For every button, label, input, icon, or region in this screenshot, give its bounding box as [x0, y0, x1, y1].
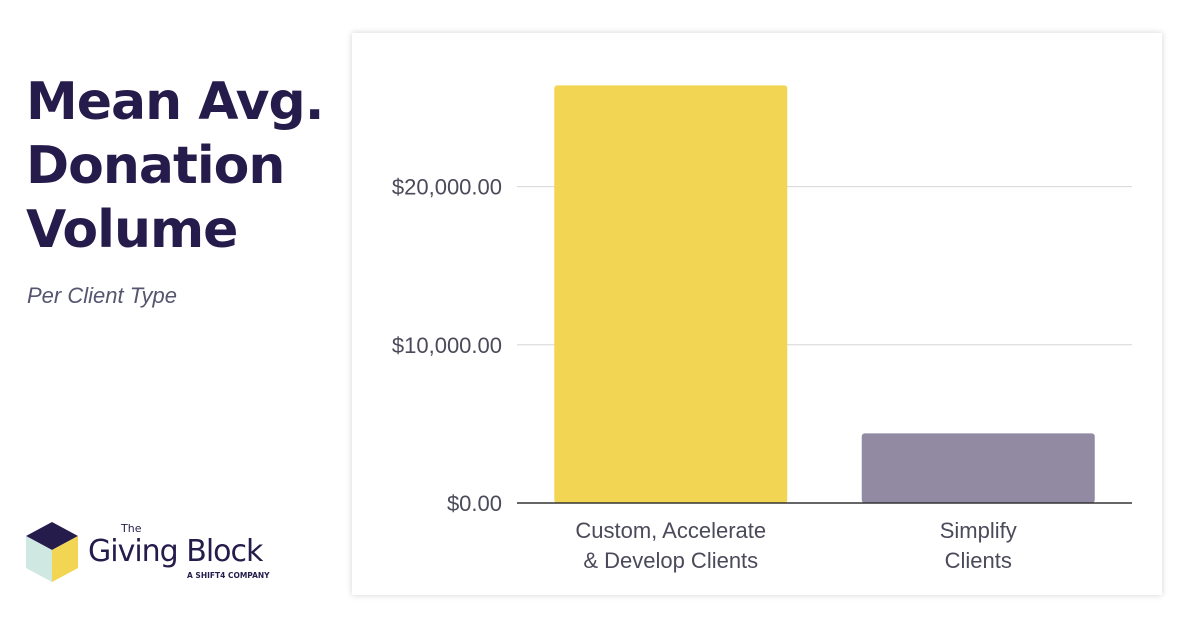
title-line-3: Volume: [26, 200, 238, 260]
title-line-1: Mean Avg.: [26, 72, 324, 132]
y-tick-label: $0.00: [447, 491, 502, 516]
cube-right-face: [52, 536, 78, 582]
x-tick-label-line: & Develop Clients: [583, 548, 758, 573]
bars: [554, 85, 1095, 504]
x-tick-label-line: Clients: [945, 548, 1012, 573]
logo-tagline: A SHIFT4 COMPANY: [187, 571, 270, 580]
labels: $0.00 $10,000.00 $20,000.00 Custom, Acceler…: [392, 175, 1017, 573]
x-tick-label-line: Simplify: [940, 518, 1017, 543]
bar-chart: $0.00 $10,000.00 $20,000.00 Custom, Acceler…: [392, 85, 1132, 573]
cube-logo-icon: [26, 522, 78, 582]
chart-title: Mean Avg. Donation Volume: [26, 70, 346, 262]
logo-the-text: The: [121, 522, 142, 535]
logo-name-text: Giving Block: [88, 534, 263, 569]
x-tick-label: Custom, Accelerate & Develop Clients: [575, 518, 766, 573]
x-tick-label: Simplify Clients: [940, 518, 1017, 573]
chart-subtitle: Per Client Type: [27, 283, 177, 308]
x-tick-label-line: Custom, Accelerate: [575, 518, 766, 543]
bar: [554, 85, 788, 504]
y-tick-label: $10,000.00: [392, 333, 502, 358]
chart-card: $0.00 $10,000.00 $20,000.00 Custom, Acceler…: [352, 33, 1162, 595]
title-line-2: Donation: [26, 136, 285, 196]
giving-block-logo: The Giving Block A SHIFT4 COMPANY: [24, 520, 284, 590]
y-tick-label: $20,000.00: [392, 175, 502, 200]
cube-left-face: [26, 536, 52, 582]
bar: [861, 433, 1095, 503]
